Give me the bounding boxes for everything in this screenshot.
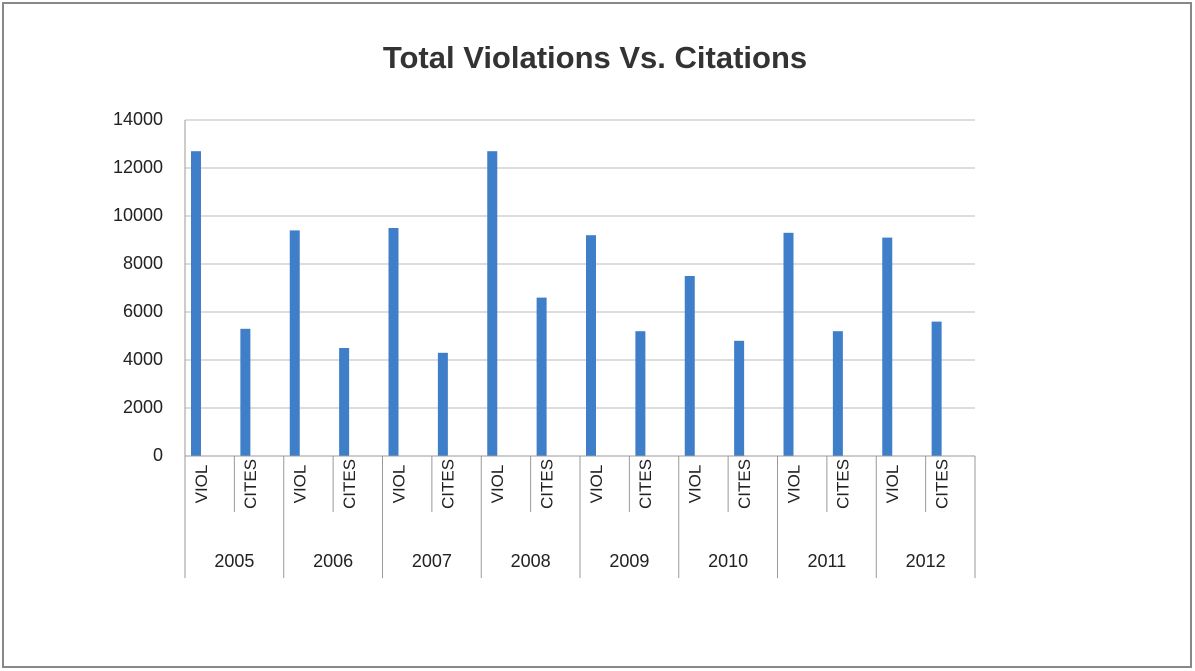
x-tick-label: VIOL xyxy=(488,465,507,504)
bar xyxy=(783,232,794,456)
y-tick-label: 4000 xyxy=(123,349,163,369)
x-tick-label: CITES xyxy=(636,459,655,509)
x-tick-label: CITES xyxy=(537,459,556,509)
bar xyxy=(240,328,251,456)
group-label: 2008 xyxy=(511,551,551,571)
y-tick-label: 8000 xyxy=(123,253,163,273)
bar xyxy=(635,331,646,456)
group-label: 2007 xyxy=(412,551,452,571)
x-tick-label: CITES xyxy=(340,459,359,509)
x-tick-label: CITES xyxy=(241,459,260,509)
bar xyxy=(832,331,843,456)
group-label: 2010 xyxy=(708,551,748,571)
bar xyxy=(684,276,695,456)
x-tick-label: CITES xyxy=(834,459,853,509)
y-tick-label: 6000 xyxy=(123,301,163,321)
bar xyxy=(191,151,201,456)
x-tick-label: VIOL xyxy=(883,465,902,504)
x-tick-label: VIOL xyxy=(291,465,310,504)
group-label: 2009 xyxy=(609,551,649,571)
x-tick-label: CITES xyxy=(932,459,951,509)
bar xyxy=(931,321,942,456)
y-tick-label: 2000 xyxy=(123,397,163,417)
bar xyxy=(437,352,448,456)
y-tick-label: 12000 xyxy=(113,157,163,177)
x-tick-label: VIOL xyxy=(389,465,408,504)
group-label: 2011 xyxy=(808,551,847,571)
x-tick-label: VIOL xyxy=(686,465,705,504)
x-tick-label: VIOL xyxy=(784,465,803,504)
x-tick-label: CITES xyxy=(735,459,754,509)
bar xyxy=(882,237,893,456)
y-tick-label: 10000 xyxy=(113,205,163,225)
y-tick-label: 14000 xyxy=(113,109,163,129)
bar xyxy=(339,348,350,456)
bar xyxy=(289,230,300,456)
bar xyxy=(388,228,399,456)
group-label: 2012 xyxy=(906,551,946,571)
chart-title: Total Violations Vs. Citations xyxy=(383,40,807,75)
y-tick-label: 0 xyxy=(153,445,163,465)
group-label: 2006 xyxy=(313,551,353,571)
x-tick-label: CITES xyxy=(439,459,458,509)
bar xyxy=(586,235,596,456)
x-tick-label: VIOL xyxy=(587,465,606,504)
bar xyxy=(487,151,498,456)
group-label: 2005 xyxy=(214,551,254,571)
bar xyxy=(536,297,547,456)
x-tick-label: VIOL xyxy=(192,465,211,504)
bar xyxy=(734,340,745,456)
